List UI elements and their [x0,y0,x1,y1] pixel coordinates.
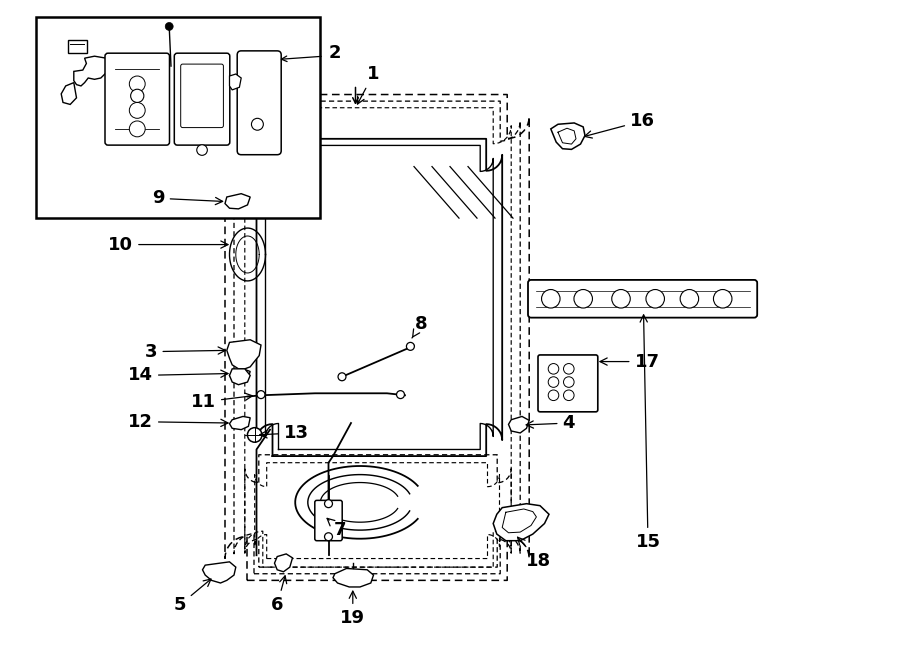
Circle shape [548,390,559,401]
Polygon shape [551,123,585,149]
Polygon shape [230,369,250,382]
Polygon shape [202,562,236,583]
Circle shape [338,373,346,381]
Circle shape [130,76,145,92]
Text: 14: 14 [128,366,228,385]
Circle shape [257,391,265,399]
Circle shape [542,290,560,308]
Text: 10: 10 [108,235,228,254]
Text: 15: 15 [635,315,661,551]
Circle shape [574,290,592,308]
FancyBboxPatch shape [315,500,342,541]
FancyBboxPatch shape [175,53,230,145]
Circle shape [548,364,559,374]
Text: 11: 11 [191,393,252,411]
Polygon shape [493,504,549,541]
Circle shape [325,500,332,508]
Polygon shape [225,194,250,209]
Polygon shape [274,554,292,572]
Text: 8: 8 [412,315,427,338]
FancyBboxPatch shape [538,355,598,412]
Bar [36,17,320,218]
Circle shape [325,533,332,541]
Polygon shape [74,56,108,86]
Text: 12: 12 [128,412,228,431]
Circle shape [248,428,262,442]
Circle shape [563,364,574,374]
FancyBboxPatch shape [105,53,169,145]
Text: 18: 18 [518,537,551,570]
Text: 5: 5 [174,579,211,614]
Circle shape [130,89,144,102]
Polygon shape [230,369,250,385]
Circle shape [166,22,173,30]
Circle shape [197,145,207,155]
Text: 2: 2 [328,44,341,62]
Text: 4: 4 [526,414,575,432]
Polygon shape [61,83,76,104]
Polygon shape [508,416,529,433]
Circle shape [680,290,698,308]
Text: 19: 19 [340,591,365,627]
Circle shape [130,102,145,118]
Text: 7: 7 [327,518,346,539]
Bar [68,40,87,53]
Polygon shape [230,416,250,430]
Circle shape [714,290,732,308]
Circle shape [407,342,414,350]
Circle shape [563,377,574,387]
FancyBboxPatch shape [238,51,281,155]
Circle shape [548,377,559,387]
Circle shape [130,121,145,137]
Circle shape [563,390,574,401]
Text: 16: 16 [584,112,655,138]
Polygon shape [333,568,374,587]
Circle shape [397,391,404,399]
Text: 17: 17 [600,352,660,371]
Polygon shape [230,74,241,90]
Text: 1: 1 [357,65,380,104]
Text: 13: 13 [260,424,309,442]
FancyBboxPatch shape [528,280,757,318]
Text: 3: 3 [145,342,225,361]
Circle shape [251,118,264,130]
Circle shape [612,290,630,308]
Circle shape [646,290,664,308]
FancyBboxPatch shape [181,64,223,128]
Text: 9: 9 [152,189,222,208]
Polygon shape [227,340,261,369]
Text: 6: 6 [271,576,287,614]
